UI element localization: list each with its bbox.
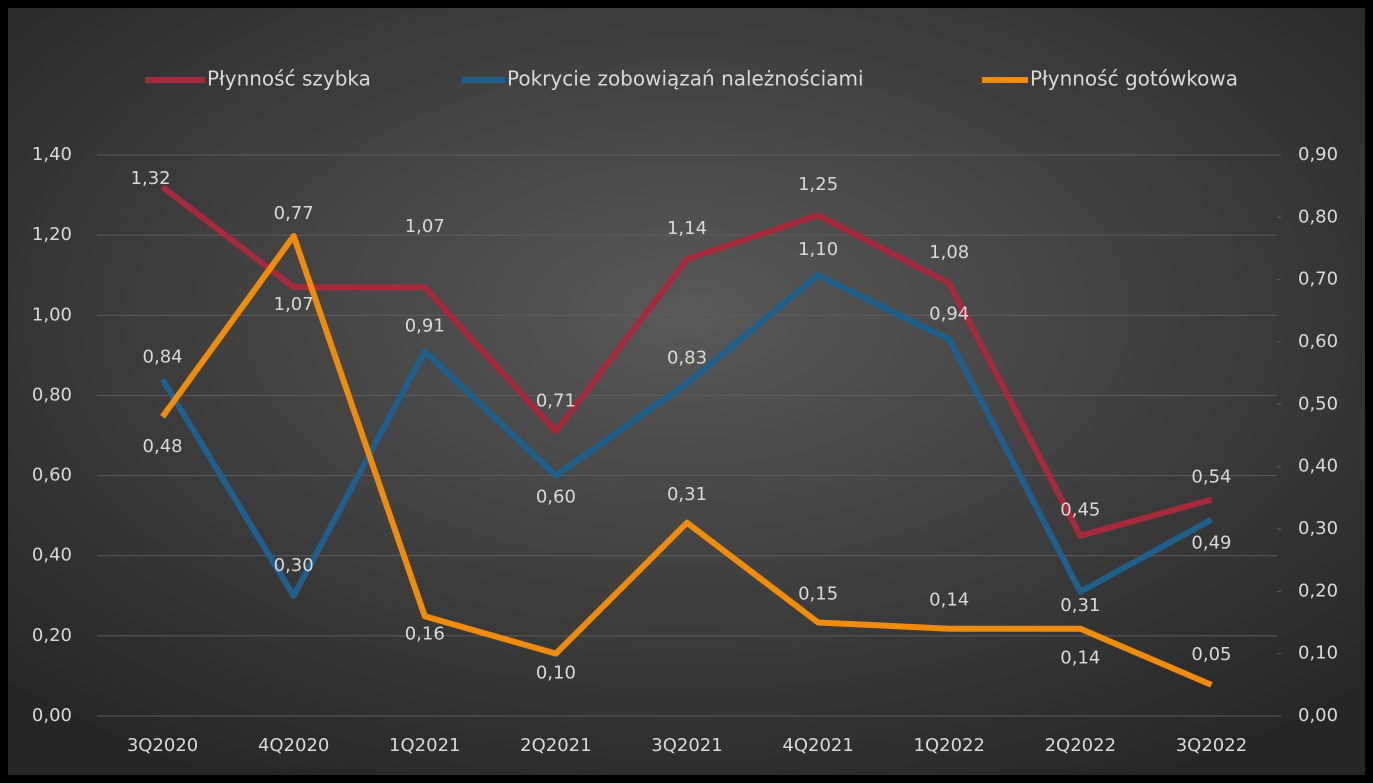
series-line bbox=[159, 272, 1213, 599]
data-label: 1,14 bbox=[667, 218, 707, 239]
data-label: 1,10 bbox=[798, 239, 838, 260]
y-tick-label: 0,00 bbox=[32, 705, 72, 726]
data-label: 1,32 bbox=[131, 168, 171, 189]
x-tick-label: 2Q2021 bbox=[520, 735, 591, 756]
y-tick-label: 1,20 bbox=[32, 224, 72, 245]
data-label: 0,05 bbox=[1191, 644, 1231, 665]
data-label: 0,91 bbox=[405, 315, 445, 336]
legend-label: Płynność gotówkowa bbox=[1030, 67, 1238, 91]
data-label: 0,31 bbox=[667, 484, 707, 505]
y2-tick-label: 0,50 bbox=[1298, 393, 1338, 414]
y-tick-label: 1,40 bbox=[32, 144, 72, 165]
y2-tick-label: 0,70 bbox=[1298, 269, 1338, 290]
data-label: 0,84 bbox=[143, 346, 183, 367]
data-label: 0,14 bbox=[929, 590, 969, 611]
y-tick-label: 0,40 bbox=[32, 545, 72, 566]
x-tick-label: 3Q2021 bbox=[651, 735, 722, 756]
data-label: 1,08 bbox=[929, 242, 969, 263]
data-label: 0,14 bbox=[1060, 648, 1100, 669]
data-label: 0,16 bbox=[405, 623, 445, 644]
data-label: 0,49 bbox=[1191, 533, 1231, 554]
y-tick-label: 0,60 bbox=[32, 465, 72, 486]
y-tick-label: 0,20 bbox=[32, 625, 72, 646]
background bbox=[8, 8, 1365, 775]
series-line bbox=[160, 184, 1213, 539]
data-label: 0,94 bbox=[929, 303, 969, 324]
data-label: 0,54 bbox=[1191, 467, 1231, 488]
data-label: 0,30 bbox=[274, 555, 314, 576]
data-label: 0,31 bbox=[1060, 595, 1100, 616]
x-tick-label: 2Q2022 bbox=[1045, 735, 1116, 756]
y2-tick-label: 0,30 bbox=[1298, 518, 1338, 539]
y2-tick-label: 0,80 bbox=[1298, 206, 1338, 227]
data-label: 0,77 bbox=[274, 203, 314, 224]
y2-tick-label: 0,40 bbox=[1298, 456, 1338, 477]
x-tick-label: 1Q2022 bbox=[914, 735, 985, 756]
data-label: 0,60 bbox=[536, 487, 576, 508]
y2-tick-label: 0,10 bbox=[1298, 643, 1338, 664]
y-tick-label: 1,00 bbox=[32, 304, 72, 325]
y2-tick-label: 0,00 bbox=[1298, 705, 1338, 726]
y2-tick-label: 0,20 bbox=[1298, 580, 1338, 601]
data-label: 0,45 bbox=[1060, 500, 1100, 521]
data-label: 1,07 bbox=[274, 294, 314, 315]
y2-tick-label: 0,90 bbox=[1298, 144, 1338, 165]
x-tick-label: 4Q2020 bbox=[258, 735, 329, 756]
x-tick-label: 1Q2021 bbox=[389, 735, 460, 756]
data-label: 0,15 bbox=[798, 584, 838, 605]
y2-tick-label: 0,60 bbox=[1298, 331, 1338, 352]
legend-label: Pokrycie zobowiązań należnościami bbox=[507, 67, 864, 91]
data-label: 0,48 bbox=[143, 436, 183, 457]
x-tick-label: 3Q2022 bbox=[1176, 735, 1247, 756]
legend-label: Płynność szybka bbox=[207, 67, 371, 91]
series-line bbox=[160, 233, 1213, 688]
y-tick-label: 0,80 bbox=[32, 384, 72, 405]
data-label: 1,25 bbox=[798, 174, 838, 195]
data-label: 0,71 bbox=[536, 390, 576, 411]
data-label: 0,10 bbox=[536, 663, 576, 684]
data-label: 1,07 bbox=[405, 216, 445, 237]
data-label: 0,83 bbox=[667, 347, 707, 368]
x-tick-label: 3Q2020 bbox=[127, 735, 198, 756]
x-tick-label: 4Q2021 bbox=[782, 735, 853, 756]
